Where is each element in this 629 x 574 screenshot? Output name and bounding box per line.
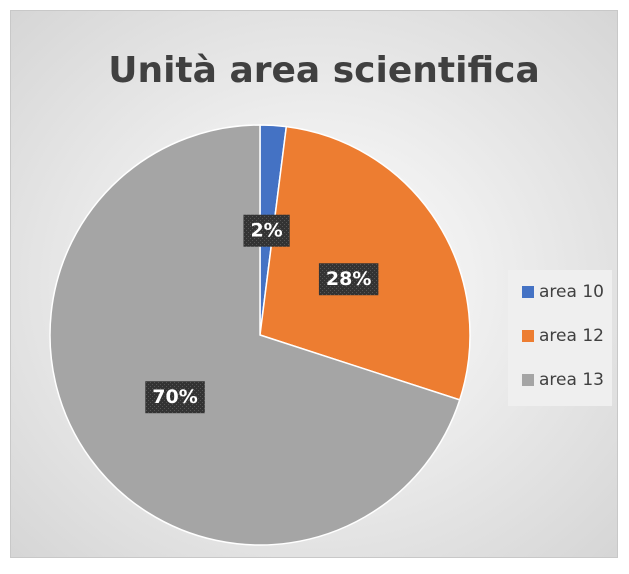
legend-swatch bbox=[522, 286, 534, 298]
legend-swatch bbox=[522, 374, 534, 386]
chart-title: Unità area scientifica bbox=[108, 50, 540, 91]
legend-label: area 12 bbox=[539, 326, 604, 346]
data-label-box bbox=[243, 214, 290, 247]
data-label: 2% bbox=[250, 220, 282, 242]
legend-swatch bbox=[522, 330, 534, 342]
pie-slice bbox=[49, 124, 461, 546]
data-label-box bbox=[318, 263, 379, 296]
legend-label: area 13 bbox=[539, 370, 604, 390]
data-label-box bbox=[145, 381, 205, 414]
data-label: 28% bbox=[326, 268, 371, 290]
data-label: 70% bbox=[152, 386, 197, 408]
legend-label: area 10 bbox=[539, 282, 604, 302]
